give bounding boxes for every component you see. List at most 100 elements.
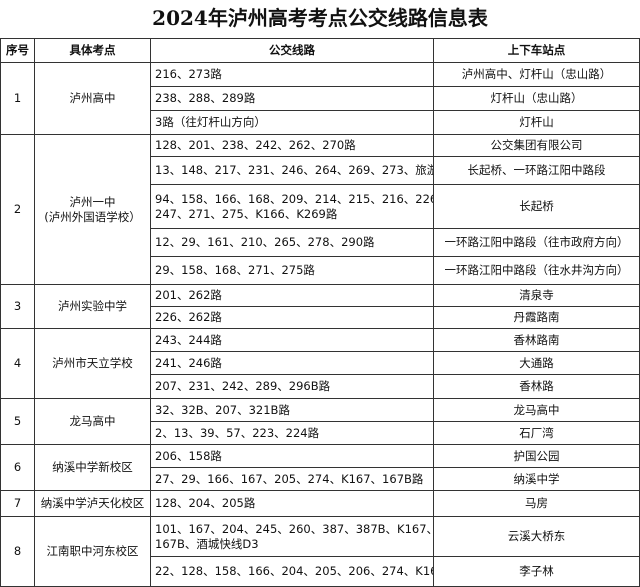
bus-lines: 238、288、289路 [155,91,256,105]
table-row: 238、288、289路 灯杆山（忠山路） [1,86,640,111]
school-cell: 泸州市天立学校 [34,328,151,399]
bus-lines: 243、244路 [155,332,222,347]
bus-lines: 2、13、39、57、223、224路 [155,425,320,440]
stop-cell: 丹霞路南 [433,306,640,329]
index-cell: 2 [0,134,35,285]
routes-cell: 207、231、242、289、296B路 [150,374,434,399]
routes-cell: 13、148、217、231、246、264、269、273、旅游观光 [150,156,434,185]
stop-cell: 灯杆山 [433,110,640,135]
routes-cell: 206、158路 [150,444,434,468]
school-cell: 江南职中河东校区 [34,516,151,587]
stop-cell: 长起桥、一环路江阳中路段 [433,156,640,185]
table-row: 29、158、168、271、275路 一环路江阳中路段（往水井沟方向） [1,256,640,285]
header-cell: 序号 [0,38,35,63]
bus-lines: 101、167、204、245、260、387、387B、K167、 [155,521,434,536]
routes-cell: 128、201、238、242、262、270路 [150,134,434,157]
table-row: 27、29、166、167、205、274、K167、167B路 纳溪中学 [1,467,640,491]
index-cell: 8 [0,516,35,587]
routes-cell: 94、158、166、168、209、214、215、216、226B、 247、… [150,184,434,229]
school-name: 纳溪中学新校区 [52,460,133,474]
index-cell: 7 [0,490,35,517]
school-name: 江南职中河东校区 [46,544,139,558]
routes-cell: 238、288、289路 [150,86,434,111]
index-cell: 1 [0,62,35,135]
bus-lines: 167B、酒城快线D3 [155,536,259,551]
school-name: 纳溪中学泸天化校区 [40,496,145,510]
stop-cell: 香林路南 [433,328,640,352]
table-row: 6 纳溪中学新校区 206、158路 护国公园 [0,444,640,491]
routes-cell: 3路（往灯杆山方向） [150,110,434,135]
table: 序号 具体考点 公交线路 上下车站点 1 泸州高中 216、273路 泸州高中、灯杆山（忠山… [0,38,640,587]
school-cell: 泸州实验中学 [34,284,151,329]
school-name: 泸州市天立学校 [52,356,133,370]
stop-cell: 马房 [433,490,640,517]
stop-cell: 大通路 [433,351,640,375]
index-cell: 3 [0,284,35,329]
table-row: 94、158、166、168、209、214、215、216、226B、 247、… [1,184,640,229]
table-row: 4 泸州市天立学校 243、244路 香林路南 [0,328,640,399]
index-cell: 6 [0,444,35,491]
table-row: 3路（往灯杆山方向） 灯杆山 [1,110,640,135]
bus-lines: 13、148、217、231、246、264、269、273、旅游观光 [155,163,434,177]
bus-lines: 128、201、238、242、262、270路 [155,138,356,152]
stop-cell: 云溪大桥东 [433,516,640,557]
school-name: 泸州一中 [69,194,116,209]
table-row: 3 泸州实验中学 201、262路 清泉寺 [0,284,640,329]
header-cell: 公交线路 [150,38,434,63]
bus-lines: 94、158、166、168、209、214、215、216、226B、 [155,191,434,206]
title: 2024年泸州高考考点公交线路信息表 [152,6,488,30]
bus-lines: 226、262路 [155,310,222,324]
school-name: (泸州外国语学校） [44,209,141,224]
school-cell: 龙马高中 [34,398,151,445]
bus-lines: 32、32B、207、321B路 [155,402,290,417]
table-row: 2 泸州一中 (泸州外国语学校） 128、201、238、242、262、270路 公交… [0,134,640,285]
table-row: 8 江南职中河东校区 101、167、204、245、260、387、387B、K1… [0,516,640,587]
school-cell: 泸州高中 [34,62,151,135]
routes-cell: 128、204、205路 [150,490,434,517]
school-cell: 纳溪中学泸天化校区 [34,490,151,517]
table-row: 7 纳溪中学泸天化校区 128、204、205路 马房 [0,490,640,517]
index-cell: 5 [0,398,35,445]
stop-cell: 长起桥 [433,184,640,229]
bus-lines: 27、29、166、167、205、274、K167、167B路 [155,471,424,486]
routes-cell: 241、246路 [150,351,434,375]
table-row: 5 龙马高中 32、32B、207、321B路 龙马高中 [0,398,640,445]
stop-cell: 公交集团有限公司 [433,134,640,157]
stop-cell: 李子林 [433,556,640,587]
bus-lines: 201、262路 [155,288,222,302]
routes-cell: 32、32B、207、321B路 [150,398,434,422]
bus-lines: 12、29、161、210、265、278、290路 [155,235,375,249]
table-row: 241、246路 大通路 [1,351,640,375]
bus-lines: 29、158、168、271、275路 [155,263,315,277]
routes-cell: 101、167、204、245、260、387、387B、K167、 167B、酒… [150,516,434,557]
routes-cell: 243、244路 [150,328,434,352]
bus-lines: 3路（往灯杆山方向） [155,115,266,129]
school-name: 泸州高中 [69,91,116,105]
stop-cell: 灯杆山（忠山路） [433,86,640,111]
routes-cell: 226、262路 [150,306,434,329]
routes-cell: 27、29、166、167、205、274、K167、167B路 [150,467,434,491]
stop-cell: 龙马高中 [433,398,640,422]
stop-cell: 护国公园 [433,444,640,468]
bus-lines: 207、231、242、289、296B路 [155,379,331,393]
stop-cell: 石厂湾 [433,421,640,445]
bus-lines: 128、204、205路 [155,496,256,510]
table-row: 207、231、242、289、296B路 香林路 [1,374,640,399]
stop-cell: 香林路 [433,374,640,399]
bus-lines: 22、128、158、166、204、205、206、274、K166路 [155,564,434,578]
routes-cell: 216、273路 [150,62,434,87]
routes-cell: 22、128、158、166、204、205、206、274、K166路 [150,556,434,587]
header-cell: 具体考点 [34,38,151,63]
table-row: 1 泸州高中 216、273路 泸州高中、灯杆山（忠山路） [0,62,640,135]
routes-cell: 2、13、39、57、223、224路 [150,421,434,445]
stop-cell: 清泉寺 [433,284,640,307]
school-cell: 纳溪中学新校区 [34,444,151,491]
index-cell: 4 [0,328,35,399]
stop-cell: 纳溪中学 [433,467,640,491]
routes-cell: 201、262路 [150,284,434,307]
bus-lines: 216、273路 [155,67,222,81]
table-row: 13、148、217、231、246、264、269、273、旅游观光 长起桥、一… [1,156,640,185]
stop-cell: 一环路江阳中路段（往水井沟方向） [433,256,640,285]
bus-lines: 241、246路 [155,355,222,370]
